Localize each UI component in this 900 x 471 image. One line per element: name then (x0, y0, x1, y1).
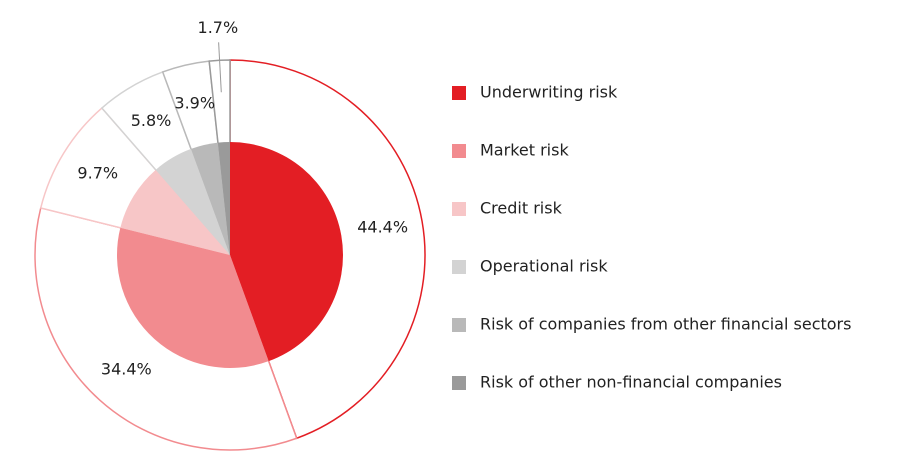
legend-label: Risk of other non-financial companies (480, 373, 782, 392)
sector (155, 148, 230, 255)
legend-label: Credit risk (480, 199, 563, 218)
data-label: 9.7% (77, 164, 118, 183)
sector (120, 169, 230, 255)
sector (230, 142, 344, 362)
legend-label: Underwriting risk (480, 83, 618, 102)
data-label: 5.8% (131, 111, 172, 130)
legend-swatch (452, 202, 466, 216)
data-label: 44.4% (357, 218, 408, 237)
legend-label: Operational risk (480, 257, 608, 276)
legend-label: Market risk (480, 141, 569, 160)
sector (116, 227, 269, 368)
sector (191, 142, 230, 255)
legend-swatch (452, 86, 466, 100)
data-label: 34.4% (101, 360, 152, 379)
legend-label: Risk of companies from other financial s… (480, 315, 851, 334)
sector (217, 142, 230, 255)
legend-swatch (452, 144, 466, 158)
legend-swatch (452, 376, 466, 390)
data-label: 1.7% (198, 18, 239, 37)
legend-swatch (452, 260, 466, 274)
legend-swatch (452, 318, 466, 332)
data-label: 3.9% (174, 94, 215, 113)
leader-line (218, 42, 222, 93)
